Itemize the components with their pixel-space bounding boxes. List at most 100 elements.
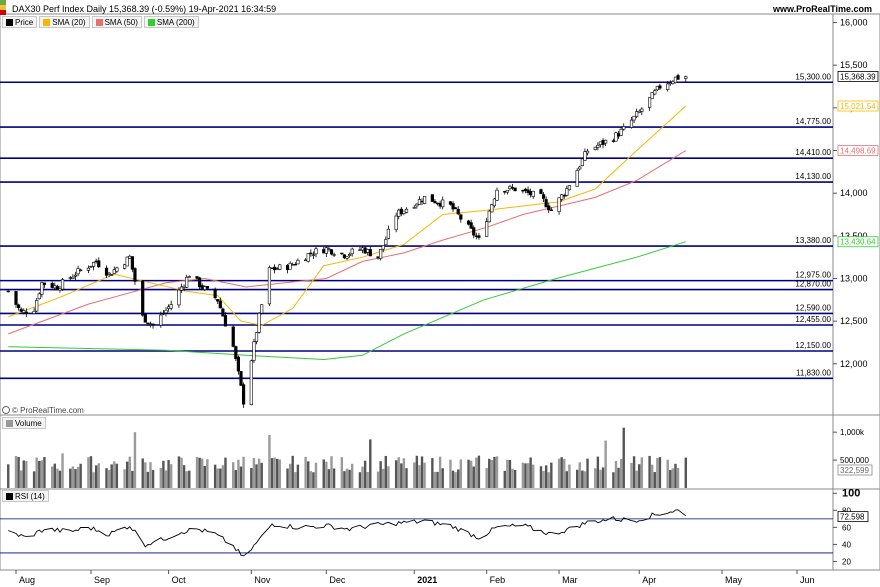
volume-bar bbox=[38, 460, 41, 488]
volume-bar bbox=[431, 458, 434, 488]
candle-body bbox=[676, 75, 680, 80]
candle-body bbox=[6, 290, 10, 293]
volume-bar bbox=[252, 457, 256, 488]
volume-bar bbox=[583, 471, 587, 488]
volume-bar bbox=[146, 471, 150, 488]
volume-bar bbox=[22, 460, 25, 488]
candle-body bbox=[332, 254, 336, 256]
candle-body bbox=[37, 293, 41, 300]
volume-bar bbox=[7, 464, 10, 488]
candle-body bbox=[143, 313, 147, 323]
volume-bar bbox=[405, 468, 408, 488]
candle-body bbox=[417, 199, 422, 205]
volume-bar bbox=[327, 469, 331, 488]
legend-item-rsi[interactable]: RSI (14) bbox=[2, 490, 49, 502]
volume-bar bbox=[278, 459, 281, 488]
legend-item-volume[interactable]: Volume bbox=[2, 417, 46, 429]
volume-bar bbox=[268, 434, 271, 488]
volume-bar bbox=[612, 472, 615, 488]
volume-bar bbox=[216, 468, 219, 488]
rsi-line bbox=[8, 509, 687, 557]
legend-item-sma20[interactable]: SMA (20) bbox=[39, 16, 90, 28]
volume-bar bbox=[350, 463, 354, 488]
volume-bar bbox=[25, 461, 28, 488]
volume-bar bbox=[477, 455, 481, 488]
volume-bar bbox=[273, 457, 276, 488]
candle-body bbox=[76, 268, 80, 275]
candle-body bbox=[394, 215, 398, 230]
support-label: 12,150.00 bbox=[795, 341, 831, 350]
volume-bar bbox=[87, 457, 90, 488]
volume-bar bbox=[177, 456, 181, 488]
candle-body bbox=[260, 304, 264, 314]
candle-body bbox=[146, 322, 150, 325]
volume-bar bbox=[467, 459, 470, 488]
legend-item-price[interactable]: Price bbox=[2, 16, 38, 28]
candle-body bbox=[309, 252, 313, 255]
volume-bar bbox=[586, 458, 589, 488]
candle-body bbox=[635, 111, 639, 117]
candle-body bbox=[360, 247, 365, 251]
support-label: 15,300.00 bbox=[795, 72, 831, 81]
candle-body bbox=[454, 207, 458, 209]
volume-bar bbox=[560, 457, 563, 488]
volume-bar bbox=[366, 472, 369, 488]
volume-bar bbox=[200, 458, 204, 488]
legend-label: SMA (200) bbox=[156, 17, 195, 27]
candle-body bbox=[640, 108, 644, 112]
value-tag bbox=[837, 236, 879, 248]
y-tick-label: 80 bbox=[842, 506, 851, 515]
legend-item-sma200[interactable]: SMA (200) bbox=[143, 16, 199, 28]
volume-bar bbox=[19, 470, 23, 488]
sma50-line bbox=[8, 150, 687, 335]
value-tag-label: 15,021.54 bbox=[840, 102, 876, 111]
volume-bar bbox=[107, 469, 111, 488]
x-tick-label: Feb bbox=[490, 575, 506, 585]
candle-body bbox=[123, 264, 127, 269]
volume-bar bbox=[312, 472, 315, 488]
candle-body bbox=[205, 286, 209, 289]
candle-body bbox=[549, 209, 553, 211]
candle-body bbox=[575, 170, 579, 187]
candle-body bbox=[578, 166, 582, 170]
sma20-line bbox=[8, 105, 687, 326]
volume-bar bbox=[286, 468, 289, 488]
sma20-swatch bbox=[43, 18, 51, 26]
volume-bar bbox=[14, 455, 18, 488]
legend-item-sma50[interactable]: SMA (50) bbox=[91, 16, 142, 28]
sma200-line bbox=[8, 241, 686, 361]
volume-bar bbox=[508, 459, 512, 488]
candle-body bbox=[19, 308, 23, 312]
candle-body bbox=[544, 199, 548, 208]
value-tag bbox=[837, 71, 879, 82]
value-tag-label: 15,368.39 bbox=[840, 72, 876, 81]
value-tag bbox=[837, 100, 879, 112]
volume-bar bbox=[169, 464, 173, 488]
volume-bar bbox=[594, 468, 597, 488]
rsi-swatch bbox=[6, 492, 13, 500]
volume-bar bbox=[495, 456, 499, 488]
copyright-text: © ProRealTime.com bbox=[12, 406, 84, 415]
candle-body bbox=[666, 83, 670, 90]
volume-bar bbox=[275, 458, 279, 488]
candle-body bbox=[166, 306, 171, 309]
volume-bar bbox=[133, 432, 137, 488]
candle-body bbox=[684, 76, 688, 79]
candle-body bbox=[112, 269, 116, 274]
candle-body bbox=[133, 268, 137, 282]
value-tag-label: 72.598 bbox=[840, 513, 865, 522]
y-tick-label: 14,000 bbox=[840, 188, 868, 198]
candle-body bbox=[653, 90, 657, 95]
candle-body bbox=[71, 276, 75, 279]
volume-bar bbox=[345, 468, 349, 488]
y-tick-label: 15,500 bbox=[840, 60, 868, 70]
volume-bar bbox=[676, 467, 680, 488]
candle-body bbox=[169, 304, 173, 309]
candle-body bbox=[399, 208, 403, 215]
volume-bar bbox=[400, 463, 403, 488]
candle-body bbox=[125, 256, 129, 267]
panel-frame bbox=[0, 13, 880, 571]
volume-bar bbox=[674, 463, 677, 488]
candle-body bbox=[619, 128, 623, 136]
site-name[interactable]: www.ProRealTime.com bbox=[772, 4, 872, 14]
